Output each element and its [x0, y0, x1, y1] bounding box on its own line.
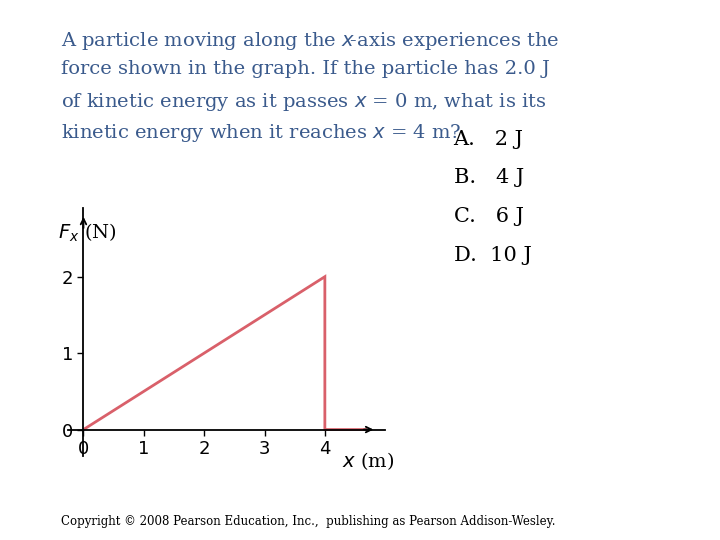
Text: A particle moving along the $x\!$-axis experiences the: A particle moving along the $x\!$-axis e… [61, 30, 559, 52]
Text: C.   6 J: C. 6 J [454, 207, 523, 226]
Text: D.  10 J: D. 10 J [454, 246, 531, 265]
Text: $x$ (m): $x$ (m) [342, 450, 395, 472]
Text: of kinetic energy as it passes $x$ = 0 m, what is its: of kinetic energy as it passes $x$ = 0 m… [61, 91, 546, 113]
Text: Copyright © 2008 Pearson Education, Inc.,  publishing as Pearson Addison-Wesley.: Copyright © 2008 Pearson Education, Inc.… [61, 515, 556, 528]
Text: kinetic energy when it reaches $x$ = 4 m?: kinetic energy when it reaches $x$ = 4 m… [61, 122, 462, 144]
Text: A.   2 J: A. 2 J [454, 130, 523, 148]
Text: force shown in the graph. If the particle has 2.0 J: force shown in the graph. If the particl… [61, 60, 550, 78]
Text: B.   4 J: B. 4 J [454, 168, 524, 187]
Text: $F_x$ (N): $F_x$ (N) [58, 221, 117, 244]
